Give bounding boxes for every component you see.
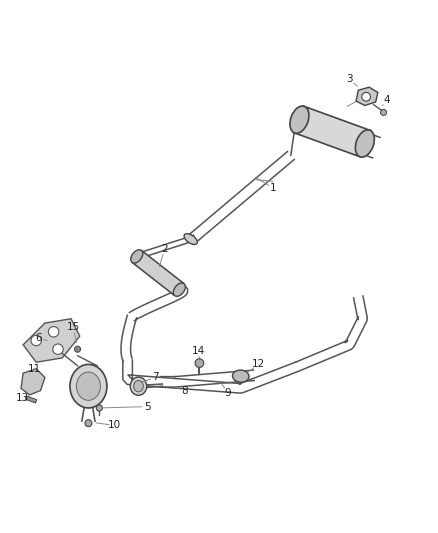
Text: 3: 3 [346,75,353,84]
Circle shape [381,109,387,116]
Text: 10: 10 [108,421,121,430]
Circle shape [85,419,92,426]
Ellipse shape [184,233,198,245]
Text: 13: 13 [16,393,29,403]
Text: 4: 4 [383,95,390,105]
Ellipse shape [233,370,249,382]
Ellipse shape [70,365,107,408]
Text: 15: 15 [67,322,80,333]
Text: 11: 11 [28,364,41,374]
Ellipse shape [134,381,143,392]
Polygon shape [23,319,80,362]
Ellipse shape [77,372,100,400]
Ellipse shape [131,250,143,263]
Ellipse shape [355,130,374,157]
Polygon shape [293,106,371,157]
Text: 5: 5 [144,402,151,411]
Text: 14: 14 [191,346,205,357]
Circle shape [74,346,81,352]
Circle shape [195,359,204,367]
Text: 2: 2 [161,244,168,254]
Polygon shape [21,369,45,395]
Ellipse shape [290,106,309,133]
Circle shape [96,405,102,411]
Bar [25,396,37,403]
Circle shape [48,327,59,337]
Text: 12: 12 [251,359,265,369]
Text: 8: 8 [181,385,187,395]
Polygon shape [133,251,184,295]
Circle shape [31,335,42,346]
Polygon shape [356,87,378,106]
Ellipse shape [173,283,185,296]
Text: 1: 1 [270,183,277,193]
Text: 9: 9 [224,387,231,398]
Circle shape [362,92,371,101]
Circle shape [53,344,63,354]
Ellipse shape [130,377,147,395]
Text: 6: 6 [35,333,42,343]
Text: 7: 7 [152,373,159,383]
